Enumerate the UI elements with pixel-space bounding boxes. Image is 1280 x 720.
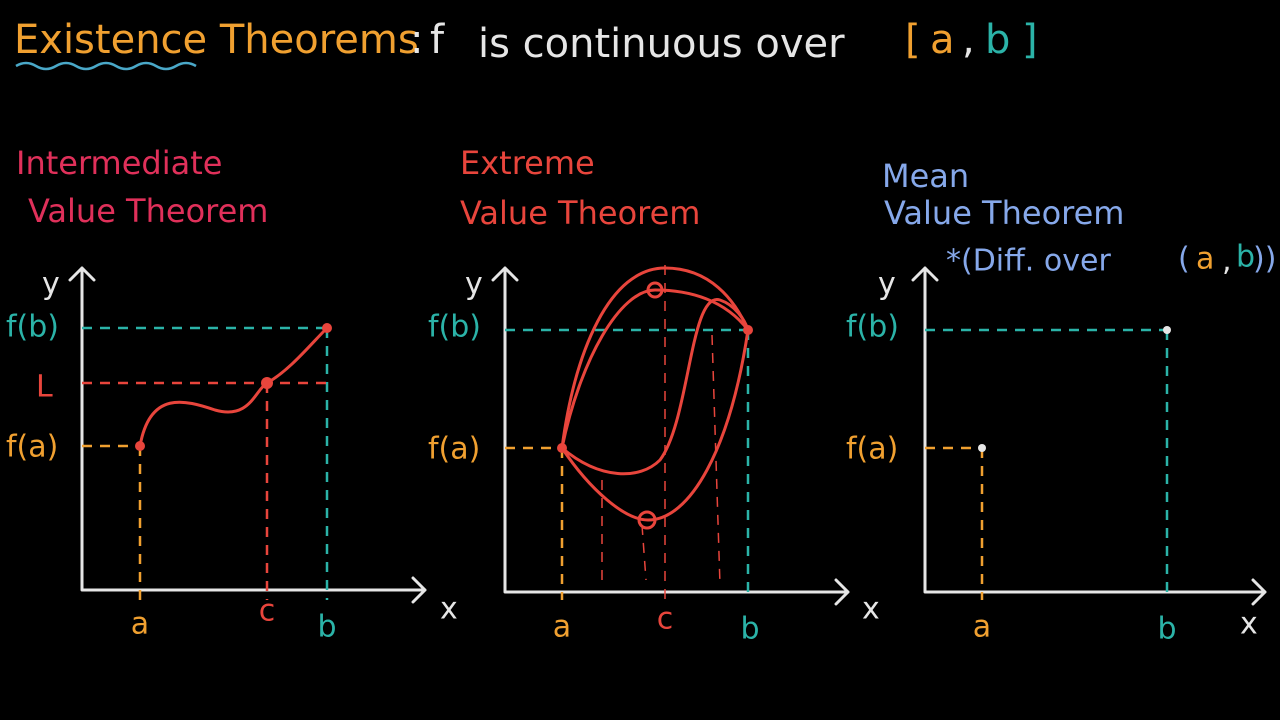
panel-title: Value Theorem [28,192,268,230]
x-label: a [973,610,991,645]
underline [15,61,197,71]
title-b: b [985,17,1010,63]
title-condition: is continuous over [478,21,845,67]
y-axis-label: y [878,267,896,302]
x-label: a [131,607,149,642]
panel-title: Value Theorem [460,194,700,232]
axes [491,266,850,606]
note-a: a [1196,242,1214,277]
x-axis-label: x [440,592,458,627]
y-label: f(a) [846,432,898,467]
note-open: ( [1178,242,1190,277]
x-axis-label: x [862,592,880,627]
x-label: c [657,602,674,637]
note-close: )) [1253,242,1276,277]
title-comma: , [962,17,975,63]
panel-title: Extreme [460,144,595,182]
x-label: b [1157,612,1176,647]
note-comma: , [1222,244,1232,279]
title-colon: : [410,17,423,63]
max-point [646,281,664,299]
point [743,325,753,335]
axes [68,266,427,604]
panel-title: Intermediate [16,144,222,182]
y-label: L [36,370,53,405]
y-label: f(a) [428,432,480,467]
x-axis-label: x [1240,607,1258,642]
title-a: a [930,17,955,63]
y-label: f(b) [6,310,59,345]
note: *(Diff. over [946,244,1111,279]
panel-title: Mean [882,157,969,195]
guides [601,265,721,600]
title-open: [ [905,17,921,63]
x-label: b [317,610,336,645]
point [978,444,986,452]
point [1163,326,1171,334]
y-label: f(a) [6,430,58,465]
note-b: b [1236,240,1255,275]
y-axis-label: y [465,267,483,302]
point [557,443,567,453]
x-label: b [740,612,759,647]
title-term: Existence Theorems [14,17,419,63]
point [322,323,332,333]
y-axis-label: y [42,267,60,302]
y-label: f(b) [428,310,481,345]
curves [560,266,750,522]
axes [911,266,1267,606]
curve [138,326,329,447]
x-label: c [259,594,276,629]
title-close: ] [1022,17,1038,63]
point [135,441,145,451]
x-label: a [553,610,571,645]
panel-title: Value Theorem [884,194,1124,232]
point [261,377,273,389]
title-f: f [430,17,445,63]
y-label: f(b) [846,310,899,345]
min-point [637,510,657,530]
